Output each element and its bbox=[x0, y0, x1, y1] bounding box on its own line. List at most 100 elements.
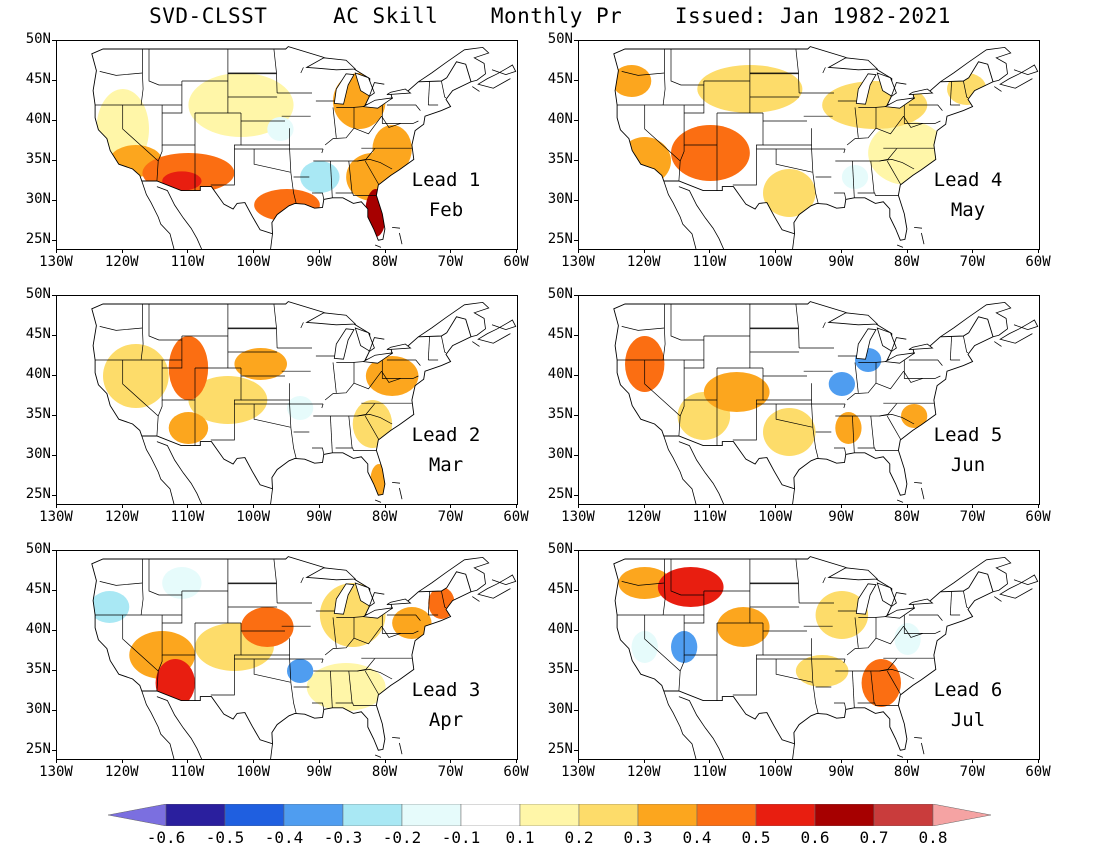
skill-region bbox=[835, 412, 862, 444]
state-boundary bbox=[843, 148, 846, 154]
lon-tick bbox=[906, 504, 908, 508]
lon-tick bbox=[450, 504, 452, 508]
great-lake bbox=[333, 73, 355, 105]
coastline bbox=[994, 596, 1002, 602]
lat-tick-label: 40N bbox=[547, 621, 573, 637]
great-lake bbox=[361, 97, 394, 109]
state-boundary bbox=[775, 659, 813, 683]
lon-tick bbox=[450, 759, 452, 763]
lon-tick-label: 80W bbox=[371, 509, 398, 525]
state-boundary bbox=[903, 371, 923, 383]
state-boundary bbox=[148, 559, 182, 596]
coastline bbox=[392, 227, 401, 229]
state-boundary bbox=[903, 626, 923, 638]
lon-tick-label: 130W bbox=[39, 764, 73, 780]
state-boundary bbox=[822, 577, 826, 584]
colorbar-segment bbox=[165, 804, 226, 826]
state-boundary bbox=[381, 626, 401, 638]
state-boundary bbox=[846, 370, 904, 401]
coastline bbox=[663, 180, 697, 249]
state-boundary bbox=[140, 559, 144, 616]
state-boundary bbox=[854, 107, 859, 138]
great-lake bbox=[386, 598, 412, 605]
state-boundary bbox=[253, 659, 291, 683]
lat-tick bbox=[52, 40, 56, 41]
skill-region bbox=[365, 356, 419, 396]
state-boundary bbox=[732, 113, 764, 186]
map-frame bbox=[578, 550, 1040, 760]
lon-tick-label: 80W bbox=[893, 509, 920, 525]
state-boundary bbox=[857, 702, 899, 706]
lon-tick bbox=[516, 504, 517, 508]
lat-tick bbox=[574, 670, 578, 671]
colorbar-label: -0.5 bbox=[205, 828, 245, 847]
state-boundary bbox=[678, 400, 685, 437]
lon-tick-label: 120W bbox=[104, 509, 139, 525]
lat-tick bbox=[574, 415, 578, 416]
colorbar-label: 0.1 bbox=[505, 828, 535, 847]
lon-tick-label: 120W bbox=[626, 509, 661, 525]
state-boundary bbox=[621, 581, 665, 586]
state-boundary bbox=[335, 192, 377, 196]
state-boundary bbox=[886, 415, 902, 441]
state-boundary bbox=[621, 326, 665, 331]
coastline bbox=[896, 244, 904, 248]
lat-tick bbox=[574, 550, 578, 551]
colorbar-label: -0.4 bbox=[264, 828, 304, 847]
lon-tick-label: 90W bbox=[306, 509, 332, 525]
lead-month: Jun bbox=[950, 454, 986, 476]
coastline bbox=[613, 46, 994, 241]
state-boundary bbox=[312, 447, 325, 455]
state-boundary bbox=[162, 336, 183, 369]
coastline bbox=[472, 341, 480, 347]
lon-tick bbox=[187, 504, 189, 508]
colorbar-label: -0.2 bbox=[382, 828, 422, 847]
lat-tick bbox=[52, 120, 56, 121]
state-boundary bbox=[908, 359, 943, 366]
skill-region bbox=[168, 412, 209, 444]
skill-region bbox=[795, 655, 849, 687]
colorbar-segment bbox=[873, 804, 934, 826]
page-title: SVD-CLSST AC Skill Monthly Pr Issued: Ja… bbox=[149, 4, 951, 28]
lead-label: Lead 4 May bbox=[913, 165, 1023, 225]
lat-tick-label: 40N bbox=[25, 111, 51, 127]
state-boundary bbox=[846, 115, 904, 146]
state-boundary bbox=[273, 303, 278, 349]
lon-tick bbox=[516, 759, 517, 763]
lon-tick-label: 120W bbox=[104, 254, 139, 270]
state-boundary bbox=[963, 80, 969, 99]
state-boundary bbox=[427, 590, 430, 616]
lat-tick-label: 25N bbox=[25, 231, 51, 247]
state-boundary bbox=[210, 623, 242, 696]
state-boundary bbox=[857, 447, 899, 451]
lon-tick bbox=[318, 759, 320, 763]
lead-month: Apr bbox=[428, 709, 464, 731]
state-boundary bbox=[348, 415, 353, 449]
lat-tick-label: 30N bbox=[25, 446, 51, 462]
skill-map bbox=[613, 556, 1039, 759]
map-panel-apr: Lead 3 Apr 50N 45N 40N 35N 30N 25N 130W 120W 110W 1… bbox=[26, 541, 529, 780]
lon-tick bbox=[187, 759, 189, 763]
lon-tick bbox=[643, 249, 645, 253]
state-boundary bbox=[678, 145, 685, 182]
state-boundary bbox=[670, 304, 704, 341]
lon-tick bbox=[384, 759, 386, 763]
map-panel-may: Lead 4 May 50N 45N 40N 35N 30N 25N 130W 120W 110W 1… bbox=[548, 31, 1051, 270]
coastline bbox=[156, 696, 202, 759]
state-boundary bbox=[644, 615, 681, 672]
lat-tick bbox=[574, 375, 578, 376]
great-lake bbox=[386, 88, 412, 95]
lat-tick-label: 35N bbox=[25, 661, 51, 677]
state-boundary bbox=[348, 670, 353, 704]
lon-tick-label: 60W bbox=[1025, 509, 1051, 525]
state-boundary bbox=[330, 415, 333, 453]
colorbar-segment bbox=[814, 804, 875, 826]
lon-tick bbox=[972, 249, 974, 253]
state-boundary bbox=[903, 116, 923, 128]
lon-tick bbox=[56, 759, 57, 763]
lon-tick bbox=[1038, 759, 1039, 763]
skill-map bbox=[613, 301, 1039, 504]
state-boundary bbox=[678, 655, 685, 692]
lead-label: Lead 3 Apr bbox=[391, 675, 501, 735]
lon-tick bbox=[775, 759, 777, 763]
